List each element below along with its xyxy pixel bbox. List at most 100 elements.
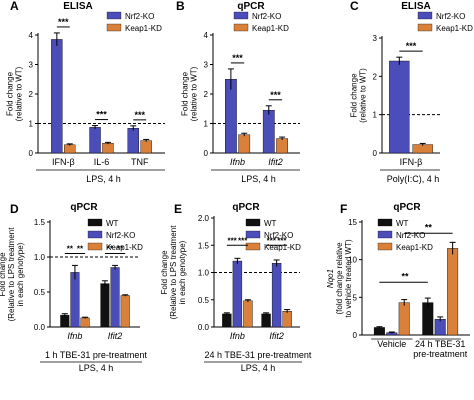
y-axis-label: Fold change(relative to WT)	[6, 66, 24, 121]
legend-swatch-nrf2-ko	[377, 230, 393, 239]
legend-swatch-nrf2-ko	[87, 230, 103, 239]
bar-nrf2-ko-0	[389, 60, 410, 154]
x-tick-label: TNF	[131, 157, 149, 167]
legend-label: WT	[106, 219, 119, 228]
legend-label: Nrf2-KO	[396, 231, 425, 240]
y-axis-label: Nqo1(fold change relativeto vehicle trea…	[326, 239, 353, 318]
bar-keap1-kd-0	[398, 302, 410, 336]
significance-label: **	[425, 222, 433, 232]
legend-swatch-nrf2-ko	[233, 11, 249, 20]
bar-wt-1	[422, 302, 434, 336]
significance-label: ***	[96, 110, 107, 120]
significance-label: **	[67, 245, 74, 254]
y-tick-label: 1.0	[198, 269, 210, 278]
bar-wt-0	[222, 313, 232, 328]
y-axis-label-line: Fold change	[181, 71, 190, 116]
x-tick-label: Vehicle	[377, 339, 406, 349]
x-axis-label: LPS, 4 h	[241, 363, 276, 373]
y-axis-label-line: Fold change	[0, 252, 7, 297]
x-tick-label: 24 h TBE-31 pre-treatment	[413, 339, 468, 359]
y-tick-label: 2	[29, 90, 34, 99]
x-tick-label: Ifnb	[230, 331, 245, 341]
bar-nrf2-ko-1	[262, 110, 275, 154]
y-axis-label: Fold change(relative to WT)	[350, 68, 368, 123]
bar-nrf2-ko-0	[232, 260, 243, 328]
legend-label: Nrf2-KO	[252, 12, 281, 21]
bar-nrf2-ko-1	[434, 318, 446, 336]
panel-letter: B	[176, 0, 185, 13]
x-tick-label: Ifnb	[67, 331, 82, 341]
legend-swatch-wt	[377, 218, 393, 227]
legend-swatch-wt	[87, 218, 103, 227]
bar-keap1-kd-0	[64, 144, 76, 154]
chart-panel-C: C ELISA 0 1 2 3 Fold change(relative to WT) IFN…	[350, 0, 474, 184]
y-axis-label-line: (relative to WT)	[359, 68, 368, 123]
x-tick-label-line: Ifnb	[230, 331, 245, 341]
chart-panel-A: A ELISA 0 1 2 3 4 Fold change(relative to WT) IF…	[6, 0, 165, 184]
bar-nrf2-ko-0	[51, 39, 63, 154]
x-tick-label: Ifit2	[108, 331, 123, 341]
y-tick-label: 3	[373, 34, 378, 43]
y-axis-label-line: Fold change	[350, 73, 359, 118]
y-axis-label-line: (relative to WT)	[190, 66, 199, 121]
legend-swatch-keap1-kd	[245, 242, 261, 251]
x-tick-label-line: Ifit2	[269, 331, 284, 341]
legend-swatch-wt	[245, 218, 261, 227]
y-axis-label-line: (Relative to LPS treatment	[169, 225, 178, 320]
y-tick-label: 0	[373, 149, 378, 158]
x-axis-label: LPS, 4 h	[241, 174, 276, 184]
legend-swatch-keap1-kd	[106, 23, 122, 32]
y-axis-label-line: Nqo1	[326, 269, 335, 288]
significance-label: **	[77, 245, 84, 254]
y-tick-label: 0	[353, 331, 358, 340]
y-tick-label: 1	[373, 111, 378, 120]
y-axis-label-line: in each genotype)	[178, 240, 187, 304]
bar-keap1-kd-0	[243, 300, 253, 328]
legend-swatch-keap1-kd	[377, 242, 393, 251]
bar-wt-1	[100, 283, 110, 328]
bar-nrf2-ko-2	[127, 128, 139, 154]
y-axis-label: Fold change(Relative to LPS treatmentin …	[160, 225, 187, 320]
y-tick-label: 0.0	[198, 323, 210, 332]
bar-keap1-kd-1	[447, 248, 459, 336]
legend-swatch-keap1-kd	[233, 23, 249, 32]
y-tick-label: 3	[204, 61, 209, 70]
bar-keap1-kd-0	[412, 144, 433, 154]
bar-keap1-kd-0	[238, 134, 251, 154]
y-tick-label: 0.5	[34, 288, 46, 297]
bar-nrf2-ko-1	[271, 263, 282, 328]
y-tick-label: 0	[204, 149, 209, 158]
x-tick-label: IFN-β	[52, 157, 75, 167]
bar-keap1-kd-1	[282, 310, 292, 328]
panel-letter: A	[10, 0, 19, 13]
y-tick-label: 5	[353, 293, 358, 302]
legend-label: Keap1-KD	[264, 243, 301, 252]
x-tick-label-line: IL-6	[94, 157, 110, 167]
y-tick-label: 0	[29, 149, 34, 158]
x-tick-label-line: Vehicle	[377, 339, 406, 349]
y-tick-label: 2	[373, 72, 378, 81]
chart-title: ELISA	[63, 1, 92, 12]
panel-letter: D	[10, 202, 19, 216]
legend-label: Keap1-KD	[396, 243, 433, 252]
y-tick-label: 1.0	[34, 253, 46, 262]
chart-title: qPCR	[393, 202, 421, 213]
significance-label: ***	[270, 90, 281, 100]
bar-keap1-kd-2	[140, 140, 152, 154]
significance-label: ***	[58, 17, 69, 27]
y-tick-label: 4	[29, 31, 34, 40]
x-axis-label: 24 h TBE-31 pre-treatment	[205, 350, 312, 360]
bar-keap1-kd-1	[120, 295, 130, 328]
y-axis-label-line: (fold change relative	[335, 242, 344, 315]
significance-label: ***	[232, 53, 243, 63]
bar-keap1-kd-1	[276, 138, 288, 154]
y-tick-label: 1	[29, 120, 34, 129]
legend-label: WT	[396, 219, 409, 228]
panel-letter: F	[340, 202, 347, 216]
bar-wt-1	[261, 313, 271, 328]
bar-nrf2-ko-0	[70, 272, 80, 328]
